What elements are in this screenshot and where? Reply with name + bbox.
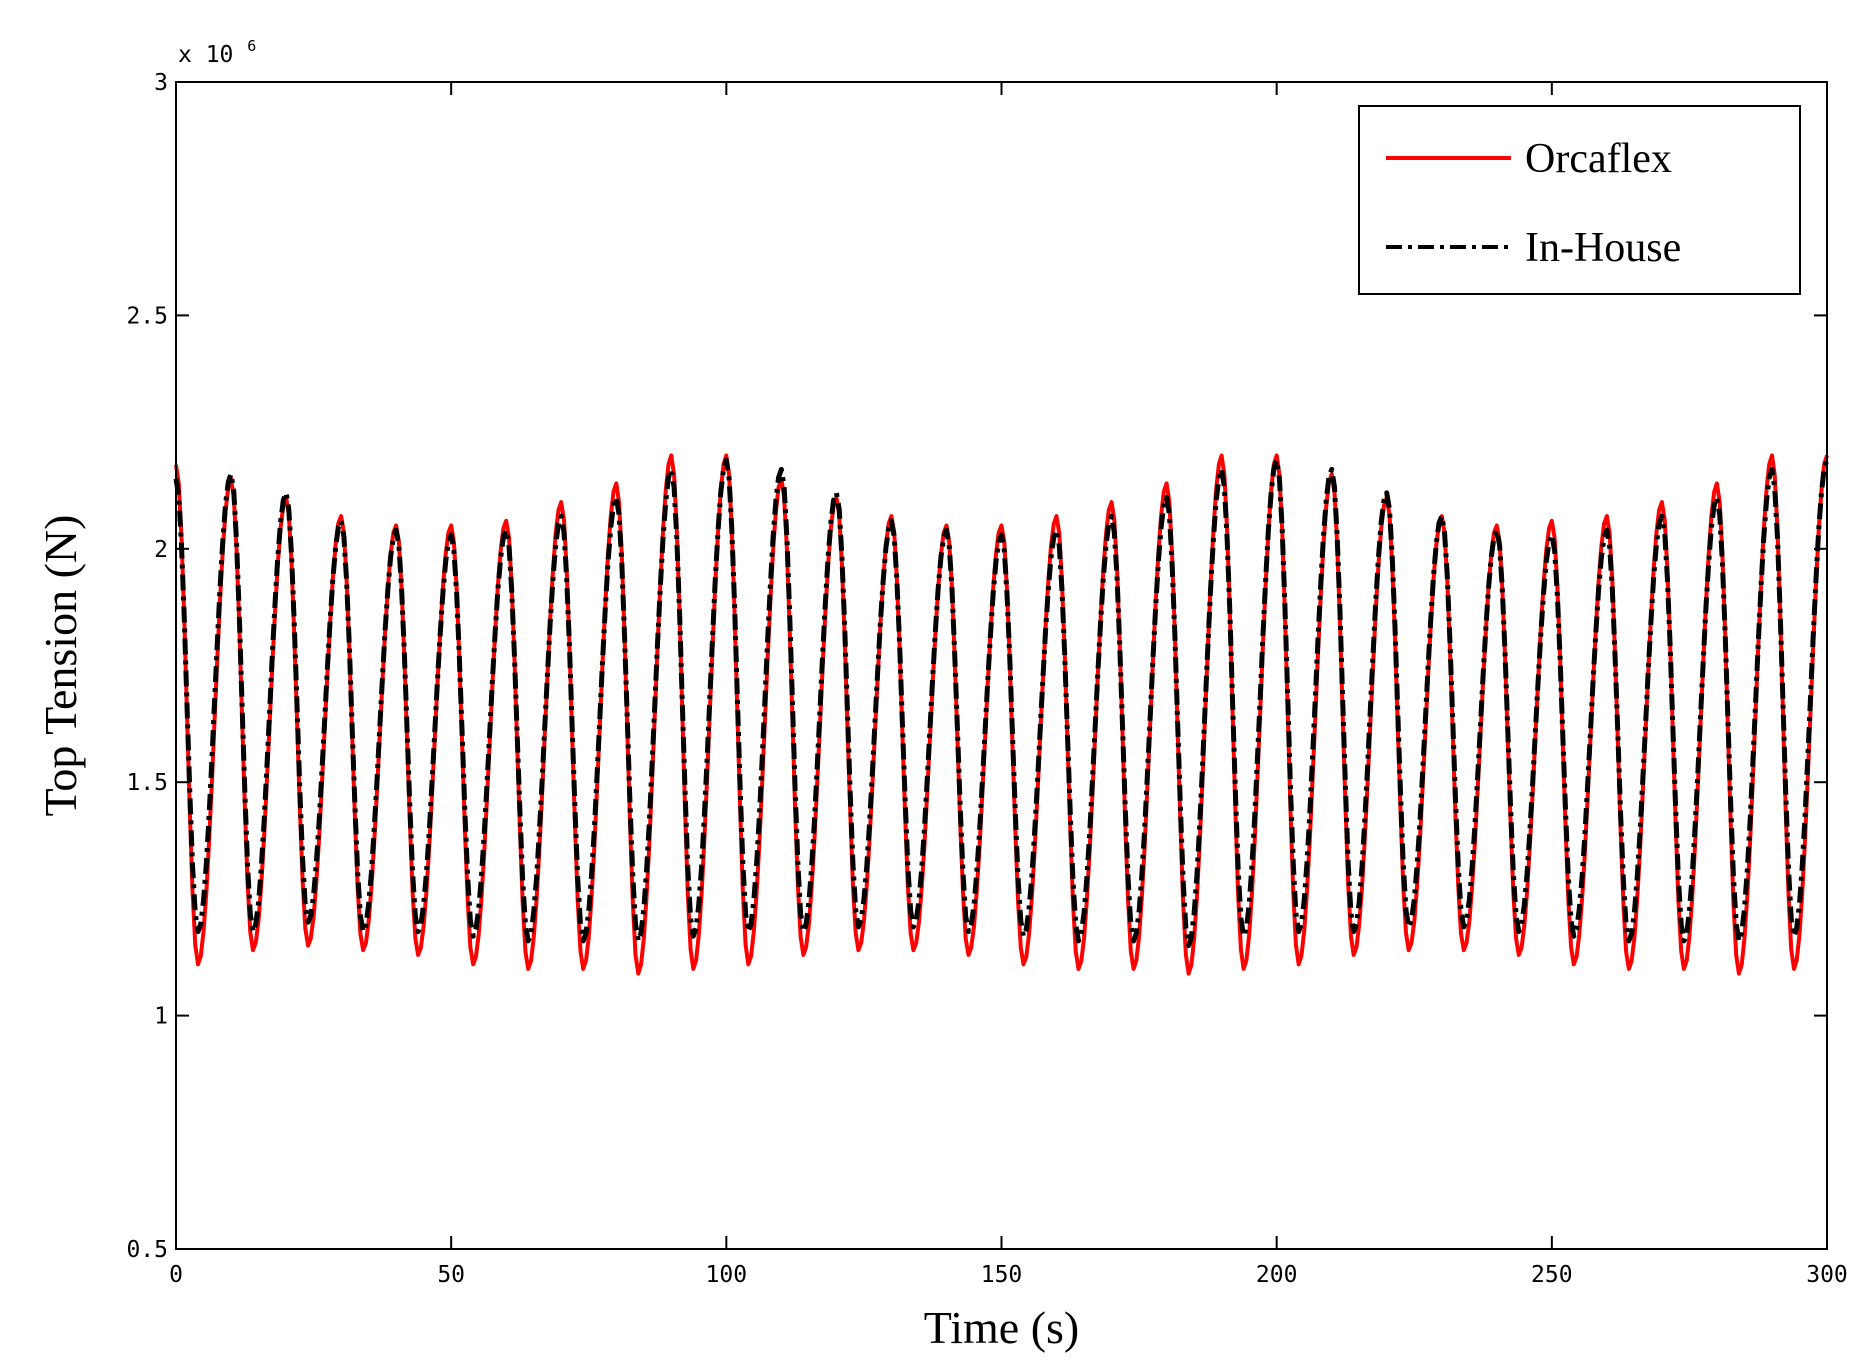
series-line-orcaflex: [174, 453, 1829, 976]
y-tick-label: 1.5: [126, 770, 168, 796]
x-tick-label: 0: [169, 1262, 183, 1288]
y-axis-multiplier: x 10 6: [178, 37, 256, 68]
plot-lines: [173, 453, 1830, 976]
legend: Orcaflex In-House: [1358, 105, 1801, 295]
x-tick-label: 250: [1531, 1262, 1573, 1288]
legend-label-orcaflex: Orcaflex: [1525, 136, 1672, 182]
legend-box: [1358, 105, 1801, 295]
plot-frame: [175, 81, 1828, 1250]
y-tick-label: 2.5: [126, 303, 168, 329]
x-axis-title: Time (s): [924, 1302, 1080, 1353]
x-tick-label: 50: [437, 1262, 465, 1288]
y-tick-label: 3: [154, 70, 168, 96]
series-line-in-house: [173, 457, 1830, 949]
x-tick-label: 300: [1806, 1262, 1848, 1288]
y-axis-multiplier-base: x 10: [178, 42, 233, 68]
y-axis-multiplier-exponent: 6: [247, 37, 256, 55]
x-tick-label: 200: [1256, 1262, 1298, 1288]
x-tick-label: 150: [981, 1262, 1023, 1288]
y-tick-label: 1: [154, 1004, 168, 1030]
y-tick-label: 0.5: [126, 1237, 168, 1263]
axis-tick-labels: 0 50 100 150 200 250 300 0.5 1 1.5 2 2.5 3: [126, 70, 1847, 1288]
x-tick-label: 100: [706, 1262, 748, 1288]
y-axis-title: Top Tension (N): [35, 515, 86, 817]
y-tick-label: 2: [154, 537, 168, 563]
legend-label-in-house: In-House: [1525, 225, 1681, 271]
